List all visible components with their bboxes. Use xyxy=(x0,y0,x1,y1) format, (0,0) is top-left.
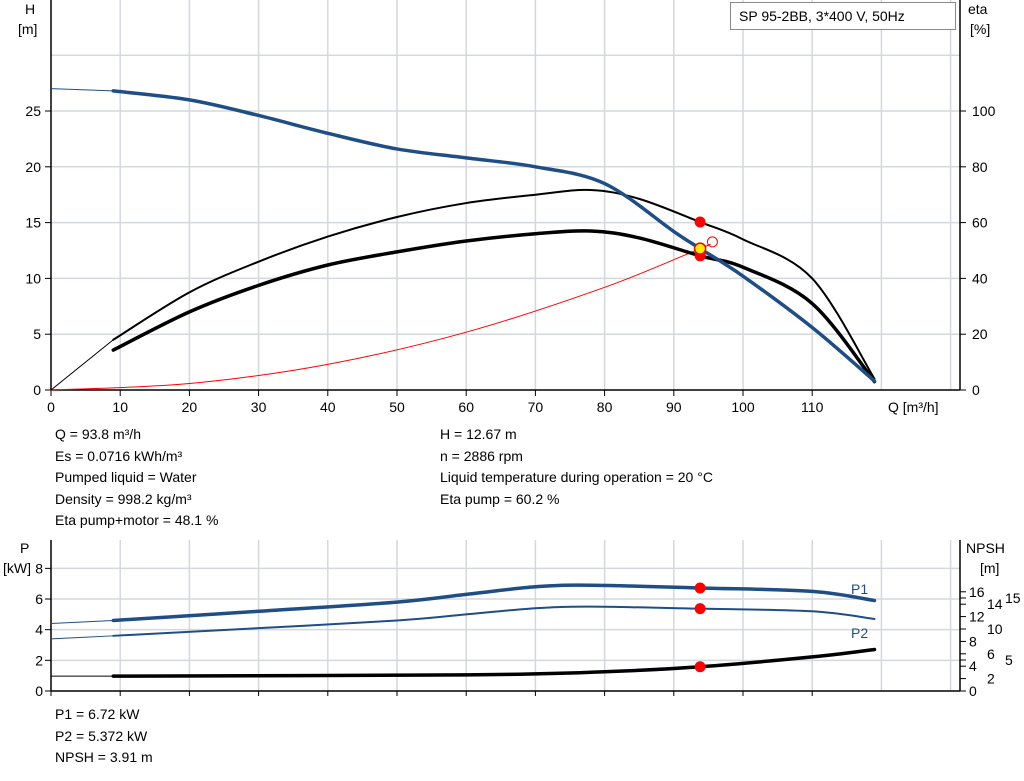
eta-pump-curve-line xyxy=(112,188,876,380)
npsh-tick-label: 5 xyxy=(1005,652,1013,668)
y2-tick-label: 60 xyxy=(972,215,988,231)
y-tick-label: 15 xyxy=(25,215,41,231)
x-tick-label: 10 xyxy=(112,399,128,415)
info-es: Es = 0.0716 kWh/m³ xyxy=(55,447,183,464)
p-tick-label: 8 xyxy=(35,560,43,576)
info-p2: P2 = 5.372 kW xyxy=(55,727,148,744)
npsh-tick-label: 8 xyxy=(969,633,977,649)
x-tick-label: 80 xyxy=(597,399,613,415)
x-tick-label: 0 xyxy=(47,399,55,415)
x-tick-label: 60 xyxy=(458,399,474,415)
npsh-axis-label: NPSH xyxy=(966,540,1005,556)
p2-curve-line xyxy=(112,605,876,637)
npsh-tick-label: 6 xyxy=(987,646,995,662)
info-head: H = 12.67 m xyxy=(440,426,517,442)
p2-series-label: P2 xyxy=(851,625,868,641)
y2-tick-label: 0 xyxy=(972,382,980,398)
pump-title: SP 95-2BB, 3*400 V, 50Hz xyxy=(739,8,905,24)
npsh-operating-point xyxy=(694,661,706,673)
info-eta-pump-motor: Eta pump+motor = 48.1 % xyxy=(55,512,219,528)
pump-title-box: SP 95-2BB, 3*400 V, 50Hz xyxy=(730,2,956,30)
p1-curve-extension xyxy=(50,619,114,625)
x-tick-label: 110 xyxy=(801,399,824,415)
npsh-tick-label: 0 xyxy=(969,683,977,699)
p-tick-label: 4 xyxy=(35,622,43,638)
p-tick-label: 6 xyxy=(35,591,43,607)
info-top-right: H = 12.67 m n = 2886 rpm Liquid temperat… xyxy=(440,424,713,510)
y2-tick-label: 20 xyxy=(972,326,988,342)
x-tick-label: 40 xyxy=(320,399,336,415)
p-axis-label: P xyxy=(20,540,29,556)
eta-pump-motor-curve-line xyxy=(111,229,877,384)
system-curve-end-marker xyxy=(706,236,718,248)
p-tick-label: 2 xyxy=(35,652,43,668)
y-tick-label: 0 xyxy=(33,382,41,398)
npsh-tick-label: 10 xyxy=(987,621,1003,637)
npsh-curve-line xyxy=(111,647,877,678)
y-tick-label: 25 xyxy=(25,103,41,119)
x-tick-label: 30 xyxy=(251,399,267,415)
p1-series-label: P1 xyxy=(851,581,868,597)
npsh-tick-label: 2 xyxy=(987,671,995,687)
head-curve-extension xyxy=(50,88,114,92)
npsh-tick-label: 12 xyxy=(969,609,985,625)
npsh-tick-label: 16 xyxy=(969,584,985,600)
system-curve-line xyxy=(50,243,711,391)
p-tick-label: 0 xyxy=(35,683,43,699)
npsh-tick-label: 14 xyxy=(987,596,1003,612)
x-tick-label: 70 xyxy=(528,399,544,415)
y2-tick-label: 100 xyxy=(972,103,996,119)
y-axis-label: H xyxy=(25,1,35,17)
info-eta-pump: Eta pump = 60.2 % xyxy=(440,490,560,507)
p1-operating-point xyxy=(694,582,706,594)
x-tick-label: 90 xyxy=(666,399,682,415)
x-tick-label: 100 xyxy=(731,399,755,415)
info-density: Density = 998.2 kg/m³ xyxy=(55,490,192,507)
x-axis-label: Q [m³/h] xyxy=(888,399,939,415)
eta-pump-operating-point xyxy=(694,216,706,228)
info-speed: n = 2886 rpm xyxy=(440,447,523,464)
x-tick-label: 50 xyxy=(389,399,405,415)
head-operating-point xyxy=(693,242,707,255)
y-tick-label: 10 xyxy=(25,270,41,286)
y2-tick-label: 80 xyxy=(972,159,988,175)
y2-axis-label: eta xyxy=(968,1,988,17)
y-tick-label: 5 xyxy=(33,326,41,342)
npsh-axis-unit: [m] xyxy=(980,560,999,576)
x-tick-label: 20 xyxy=(182,399,198,415)
p2-curve-extension xyxy=(50,635,114,640)
eta-pump-curve-extension xyxy=(50,339,114,391)
y-tick-label: 20 xyxy=(25,159,41,175)
info-top-left: Q = 93.8 m³/h Es = 0.0716 kWh/m³ Pumped … xyxy=(55,424,218,532)
info-flow: Q = 93.8 m³/h xyxy=(55,426,141,442)
npsh-tick-label: 15 xyxy=(1005,590,1021,606)
info-bottom: P1 = 6.72 kW P2 = 5.372 kW NPSH = 3.91 m xyxy=(55,704,153,769)
info-liquid: Pumped liquid = Water xyxy=(55,469,197,485)
info-p1: P1 = 6.72 kW xyxy=(55,706,140,722)
npsh-tick-label: 4 xyxy=(969,658,977,674)
y2-tick-label: 40 xyxy=(972,270,988,286)
info-temperature: Liquid temperature during operation = 20… xyxy=(440,469,713,485)
p2-operating-point xyxy=(694,603,706,615)
p-axis-unit: [kW] xyxy=(3,560,31,576)
head-curve-line xyxy=(111,89,877,383)
y2-axis-unit: [%] xyxy=(970,21,990,37)
y-axis-unit: [m] xyxy=(18,21,37,37)
info-npsh: NPSH = 3.91 m xyxy=(55,749,153,765)
p1-curve-line xyxy=(111,583,877,623)
